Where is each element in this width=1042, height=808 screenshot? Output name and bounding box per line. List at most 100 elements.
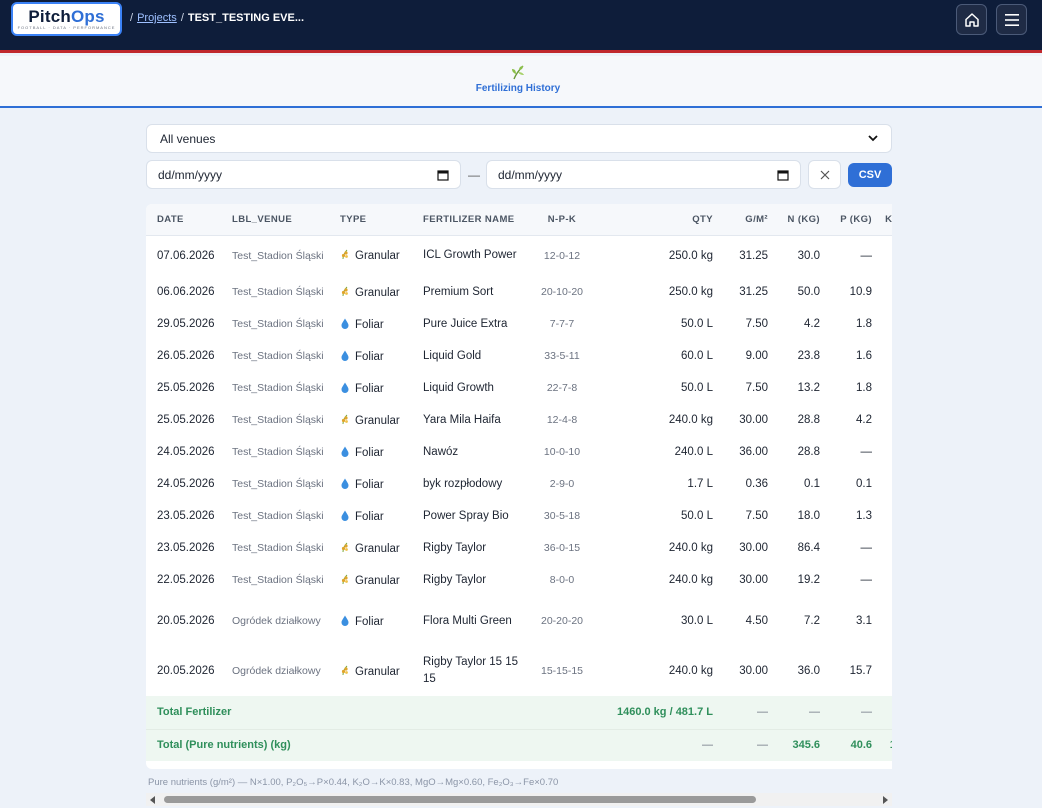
cell-qty: 50.0 L xyxy=(681,318,713,330)
clear-dates-button[interactable] xyxy=(808,160,841,189)
cell-p-kg: 1.3 xyxy=(856,510,872,522)
column-header-qty[interactable]: QTY xyxy=(692,213,713,225)
cell-date: 24.05.2026 xyxy=(157,446,215,458)
table-row[interactable]: 20.05.2026 Ogródek działkowy Granular Rigby… xyxy=(146,646,892,696)
column-header-date[interactable]: DATE xyxy=(157,213,184,225)
breadcrumb-separator: / xyxy=(180,12,184,24)
cell-fertilizer-name: byk rozpłodowy xyxy=(423,477,503,490)
cell-n-kg: 30.0 xyxy=(797,249,820,262)
total-pure-k: 19 xyxy=(876,729,892,761)
cell-npk: 22-7-8 xyxy=(546,382,578,394)
cell-gm2: 9.00 xyxy=(745,350,768,362)
horizontal-scrollbar[interactable] xyxy=(146,793,892,806)
water-drop-icon xyxy=(341,615,349,626)
table-row[interactable]: 06.06.2026 Test_Stadion Śląski Granular Pre… xyxy=(146,276,892,308)
cell-k-kg: 2 xyxy=(876,235,892,276)
cell-venue: Test_Stadion Śląski xyxy=(232,446,324,458)
cell-qty: 1.7 L xyxy=(687,478,713,490)
date-from-placeholder: dd/mm/yyyy xyxy=(158,167,223,182)
scroll-right-arrow-icon[interactable] xyxy=(883,796,888,804)
tab-fertilizing-history[interactable]: Fertilizing History xyxy=(470,64,566,94)
tab-label: Fertilizing History xyxy=(475,83,561,94)
cell-venue: Test_Stadion Śląski xyxy=(232,510,324,522)
calendar-icon[interactable] xyxy=(777,169,789,181)
cell-gm2: 7.50 xyxy=(745,318,768,330)
cell-p-kg: 10.9 xyxy=(849,286,872,298)
date-to-input[interactable]: dd/mm/yyyy xyxy=(486,160,801,189)
cell-qty: 50.0 L xyxy=(681,510,713,522)
column-header-gm2[interactable]: G/M² xyxy=(745,213,768,225)
total-fertilizer-label: Total Fertilizer xyxy=(157,706,232,719)
venue-select[interactable]: All venues xyxy=(146,124,892,153)
date-to-placeholder: dd/mm/yyyy xyxy=(498,167,563,182)
breadcrumb-projects-link[interactable]: Projects xyxy=(137,12,177,24)
cell-qty: 30.0 L xyxy=(681,615,713,627)
csv-export-button[interactable]: CSV xyxy=(848,163,892,187)
column-header-npk[interactable]: N-P-K xyxy=(547,213,577,225)
table-row[interactable]: 29.05.2026 Test_Stadion Śląski Foliar Pure … xyxy=(146,308,892,340)
cell-qty: 250.0 kg xyxy=(668,286,713,298)
table-row[interactable]: 25.05.2026 Test_Stadion Śląski Foliar Liqui… xyxy=(146,372,892,404)
home-button[interactable] xyxy=(956,4,987,35)
cell-npk: 20-20-20 xyxy=(540,615,584,627)
cell-k-kg xyxy=(876,500,892,532)
water-drop-icon xyxy=(341,382,349,393)
scrollbar-thumb[interactable] xyxy=(164,796,756,803)
table-row[interactable]: 23.05.2026 Test_Stadion Śląski Foliar Power… xyxy=(146,500,892,532)
cell-n-kg: 13.2 xyxy=(797,382,820,394)
date-from-input[interactable]: dd/mm/yyyy xyxy=(146,160,461,189)
table-row[interactable]: 23.05.2026 Test_Stadion Śląski Granular Rig… xyxy=(146,532,892,564)
cell-type-label: Granular xyxy=(355,286,400,299)
cell-n-kg: 19.2 xyxy=(797,574,820,586)
table-row[interactable]: 22.05.2026 Test_Stadion Śląski Granular Rig… xyxy=(146,564,892,596)
column-header-p-kg[interactable]: P (KG) xyxy=(840,213,872,225)
table-row[interactable]: 24.05.2026 Test_Stadion Śląski Foliar Nawóz… xyxy=(146,436,892,468)
cell-fertilizer-name: Rigby Taylor 15 15 15 xyxy=(423,656,519,685)
cell-npk: 10-0-10 xyxy=(543,446,581,458)
total-pure-label: Total (Pure nutrients) (kg) xyxy=(157,739,291,752)
cell-venue: Test_Stadion Śląski xyxy=(232,414,324,426)
cell-p-kg: 3.1 xyxy=(856,615,872,627)
cell-type: Foliar xyxy=(336,372,419,404)
column-header-n-kg[interactable]: N (KG) xyxy=(787,213,820,225)
cell-fertilizer-name: ICL Growth Power xyxy=(423,249,517,262)
cell-npk: 20-10-20 xyxy=(540,286,584,298)
granular-icon xyxy=(341,574,348,584)
cell-type-label: Foliar xyxy=(355,350,384,363)
fertilizing-table-container[interactable]: DATE LBL_VENUE TYPE FERTILIZER NAME N-P-… xyxy=(146,204,892,769)
cell-k-kg xyxy=(876,340,892,372)
cell-n-kg: 36.0 xyxy=(797,665,820,677)
cell-date: 06.06.2026 xyxy=(157,286,215,298)
table-row[interactable]: 07.06.2026 Test_Stadion Śląski Granular ICL… xyxy=(146,235,892,276)
water-drop-icon xyxy=(341,478,349,489)
cell-type: Foliar xyxy=(336,436,419,468)
cell-type: Granular xyxy=(336,564,419,596)
column-header-type[interactable]: TYPE xyxy=(340,213,367,225)
table-row[interactable]: 25.05.2026 Test_Stadion Śląski Granular Yar… xyxy=(146,404,892,436)
column-header-k-kg[interactable]: K (I xyxy=(885,213,892,225)
cell-type: Foliar xyxy=(336,468,419,500)
home-icon xyxy=(964,12,979,27)
cell-qty: 240.0 kg xyxy=(668,665,713,677)
cell-qty: 240.0 L xyxy=(674,446,713,458)
cell-fertilizer-name: Yara Mila Haifa xyxy=(423,413,501,426)
cell-venue: Test_Stadion Śląski xyxy=(232,478,324,490)
cell-npk: 33-5-11 xyxy=(544,350,580,362)
column-header-venue[interactable]: LBL_VENUE xyxy=(232,213,293,225)
menu-button[interactable] xyxy=(996,4,1027,35)
table-row[interactable]: 24.05.2026 Test_Stadion Śląski Foliar byk r… xyxy=(146,468,892,500)
cell-fertilizer-name: Nawóz xyxy=(423,445,459,458)
cell-fertilizer-name: Liquid Growth xyxy=(423,381,494,394)
cell-date: 25.05.2026 xyxy=(157,382,215,394)
cell-type: Granular xyxy=(336,532,419,564)
cell-fertilizer-name: Liquid Gold xyxy=(423,349,482,362)
pitchops-logo[interactable]: PitchOps FOOTBALL · DATA · PERFORMANCE xyxy=(11,2,122,36)
cell-gm2: 31.25 xyxy=(739,286,768,298)
column-header-fertilizer-name[interactable]: FERTILIZER NAME xyxy=(423,213,515,225)
table-row[interactable]: 20.05.2026 Ogródek działkowy Foliar Flora M… xyxy=(146,596,892,646)
calendar-icon[interactable] xyxy=(437,169,449,181)
top-navbar: PitchOps FOOTBALL · DATA · PERFORMANCE /… xyxy=(0,0,1042,42)
scroll-left-arrow-icon[interactable] xyxy=(150,796,155,804)
table-row[interactable]: 26.05.2026 Test_Stadion Śląski Foliar Liqui… xyxy=(146,340,892,372)
cell-fertilizer-name: Premium Sort xyxy=(423,285,494,298)
